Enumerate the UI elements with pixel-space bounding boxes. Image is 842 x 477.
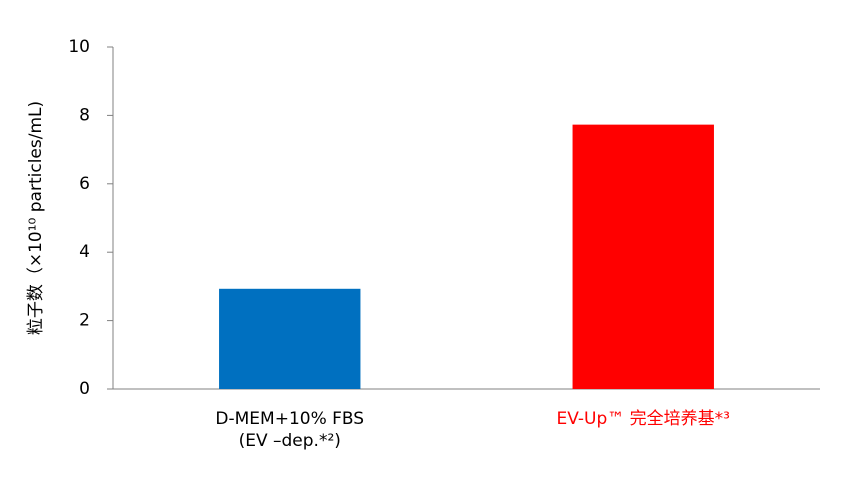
y-tick-label: 0	[79, 379, 90, 399]
y-tick-label: 6	[79, 174, 90, 194]
y-tick-label: 8	[79, 105, 90, 125]
x-tick-label: EV-Up™ 完全培养基*³	[557, 409, 730, 429]
bar	[572, 124, 714, 389]
y-tick-label: 4	[79, 242, 90, 262]
x-tick-label: D-MEM+10% FBS (EV –dep.*²)	[215, 409, 364, 451]
bar	[219, 288, 361, 389]
y-tick-label: 10	[68, 37, 90, 57]
y-axis-label: 粒子数（×10¹⁰ particles/mL)	[26, 101, 46, 335]
y-tick-label: 2	[79, 311, 90, 331]
